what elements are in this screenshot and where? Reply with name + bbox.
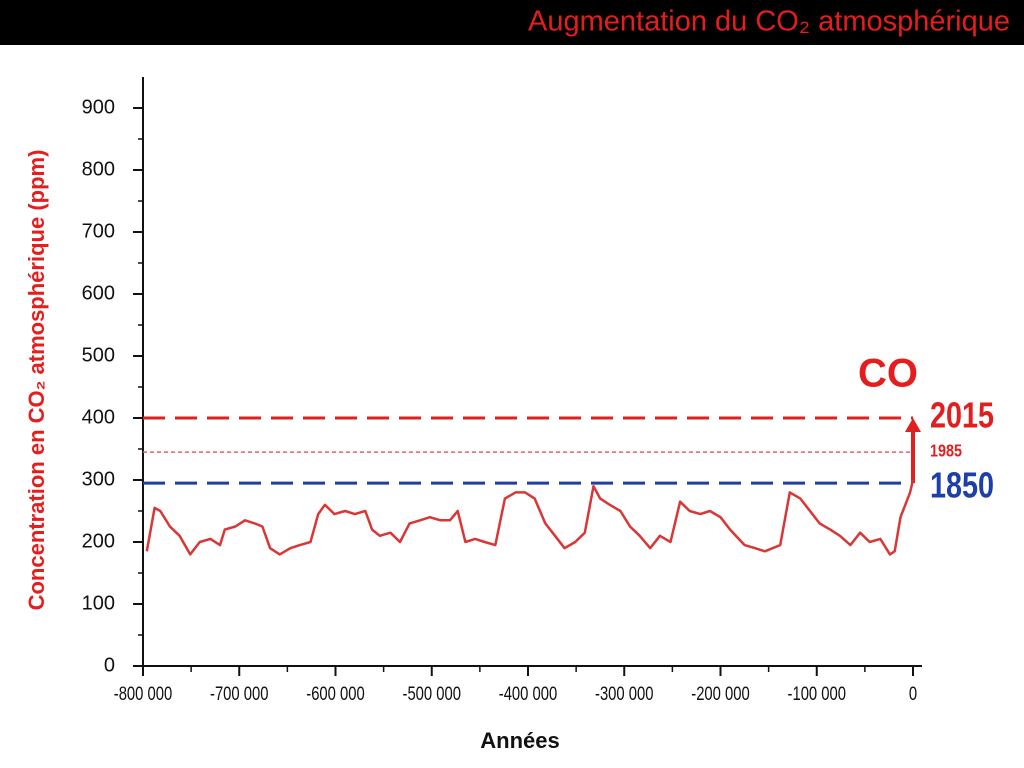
- reference-label: 2015: [930, 394, 994, 435]
- x-tick-label: -100 000: [788, 683, 846, 704]
- reference-label: 1850: [930, 464, 994, 505]
- co2-line: [145, 479, 915, 556]
- x-tick-label: -500 000: [403, 683, 461, 704]
- annotation: CO: [858, 352, 918, 396]
- x-tick-label: -200 000: [691, 683, 749, 704]
- y-tick-label: 800: [82, 158, 115, 180]
- title-banner: [0, 0, 1024, 45]
- x-tick-label: -800 000: [114, 683, 172, 704]
- y-tick-label: 500: [82, 344, 115, 366]
- y-tick-label: 0: [104, 654, 115, 676]
- x-tick-label: -600 000: [306, 683, 364, 704]
- x-tick-label: -400 000: [499, 683, 557, 704]
- y-tick-label: 600: [82, 282, 115, 304]
- reference-label: 1985: [930, 441, 962, 461]
- y-axis-label: Concentration en CO₂ atmosphérique (ppm): [24, 150, 49, 611]
- y-tick-label: 100: [82, 592, 115, 614]
- y-tick-label: 200: [82, 530, 115, 552]
- chart-title: Augmentation du CO₂ atmosphérique: [528, 6, 1010, 38]
- y-tick-label: 700: [82, 220, 115, 242]
- x-tick-label: -300 000: [595, 683, 653, 704]
- y-tick-label: 400: [82, 406, 115, 428]
- y-tick-label: 900: [82, 96, 115, 118]
- x-axis-label: Années: [480, 728, 559, 753]
- y-tick-label: 300: [82, 468, 115, 490]
- x-tick-label: 0: [909, 683, 917, 704]
- rise-arrow-head: [905, 418, 921, 432]
- x-tick-label: -700 000: [210, 683, 268, 704]
